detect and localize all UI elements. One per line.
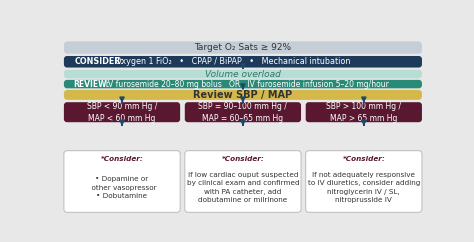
Text: Oxygen 1 FiO₂   •   CPAP / BiPAP   •   Mechanical intubation: Oxygen 1 FiO₂ • CPAP / BiPAP • Mechanica… [110,57,351,66]
Text: Volume overload: Volume overload [205,70,281,79]
FancyBboxPatch shape [64,41,422,54]
FancyBboxPatch shape [64,56,422,68]
FancyBboxPatch shape [64,151,180,212]
Text: IV furosemide 20–80 mg bolus   OR   IV furosemide infusion 5–20 mg/hour: IV furosemide 20–80 mg bolus OR IV furos… [101,80,389,89]
Text: *Consider:: *Consider: [221,156,264,162]
Text: Target O₂ Sats ≥ 92%: Target O₂ Sats ≥ 92% [194,43,292,52]
FancyBboxPatch shape [64,80,422,88]
FancyBboxPatch shape [64,70,422,78]
FancyBboxPatch shape [63,30,423,214]
Text: If not adequately responsive
to IV diuretics, consider adding
nitroglycerin IV /: If not adequately responsive to IV diure… [308,172,420,204]
Text: SBP > 100 mm Hg /
MAP > 65 mm Hg: SBP > 100 mm Hg / MAP > 65 mm Hg [326,102,401,123]
FancyBboxPatch shape [64,90,422,100]
Text: *Consider:: *Consider: [342,156,385,162]
Text: CONSIDER:: CONSIDER: [75,57,124,66]
FancyBboxPatch shape [306,151,422,212]
FancyBboxPatch shape [185,151,301,212]
FancyBboxPatch shape [185,102,301,122]
Text: SBP < 90 mm Hg /
MAP < 60 mm Hg: SBP < 90 mm Hg / MAP < 60 mm Hg [87,102,157,123]
Text: Review SBP / MAP: Review SBP / MAP [193,90,292,100]
Text: *Consider:: *Consider: [100,156,144,162]
FancyBboxPatch shape [306,102,422,122]
Text: • Dopamine or
  other vasopressor
• Dobutamine: • Dopamine or other vasopressor • Dobuta… [87,176,157,199]
Text: If low cardiac ouput suspected
by clinical exam and confirmed
with PA catheter, : If low cardiac ouput suspected by clinic… [187,172,299,204]
Text: REVIEW:: REVIEW: [73,80,109,89]
FancyBboxPatch shape [64,102,180,122]
Text: SBP = 90–100 mm Hg /
MAP = 60–65 mm Hg: SBP = 90–100 mm Hg / MAP = 60–65 mm Hg [199,102,287,123]
